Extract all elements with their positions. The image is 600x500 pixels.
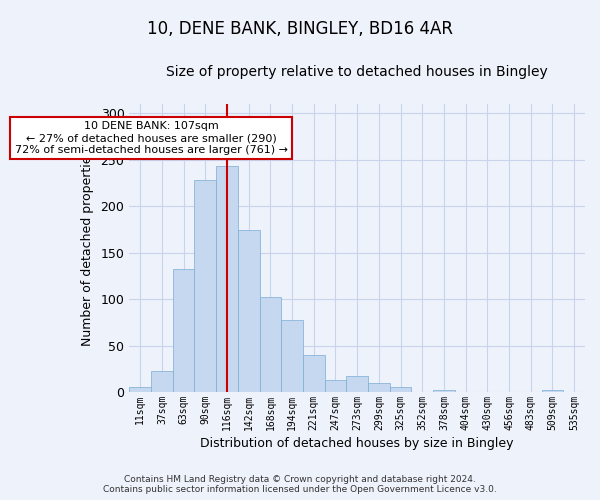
Title: Size of property relative to detached houses in Bingley: Size of property relative to detached ho…	[166, 65, 548, 79]
Text: 10 DENE BANK: 107sqm
← 27% of detached houses are smaller (290)
72% of semi-deta: 10 DENE BANK: 107sqm ← 27% of detached h…	[14, 122, 287, 154]
Bar	[151, 370, 173, 392]
Bar	[346, 376, 368, 392]
X-axis label: Distribution of detached houses by size in Bingley: Distribution of detached houses by size …	[200, 437, 514, 450]
Y-axis label: Number of detached properties: Number of detached properties	[80, 150, 94, 346]
Bar	[368, 382, 390, 392]
Bar	[130, 388, 151, 392]
Bar	[390, 388, 412, 392]
Text: Contains public sector information licensed under the Open Government Licence v3: Contains public sector information licen…	[103, 485, 497, 494]
Bar	[194, 180, 216, 392]
Bar	[281, 320, 303, 392]
Bar	[173, 270, 194, 392]
Bar	[238, 230, 260, 392]
Bar	[260, 297, 281, 392]
Bar	[216, 166, 238, 392]
Bar	[542, 390, 563, 392]
Bar	[325, 380, 346, 392]
Bar	[303, 355, 325, 392]
Text: Contains HM Land Registry data © Crown copyright and database right 2024.: Contains HM Land Registry data © Crown c…	[124, 474, 476, 484]
Text: 10, DENE BANK, BINGLEY, BD16 4AR: 10, DENE BANK, BINGLEY, BD16 4AR	[147, 20, 453, 38]
Bar	[433, 390, 455, 392]
